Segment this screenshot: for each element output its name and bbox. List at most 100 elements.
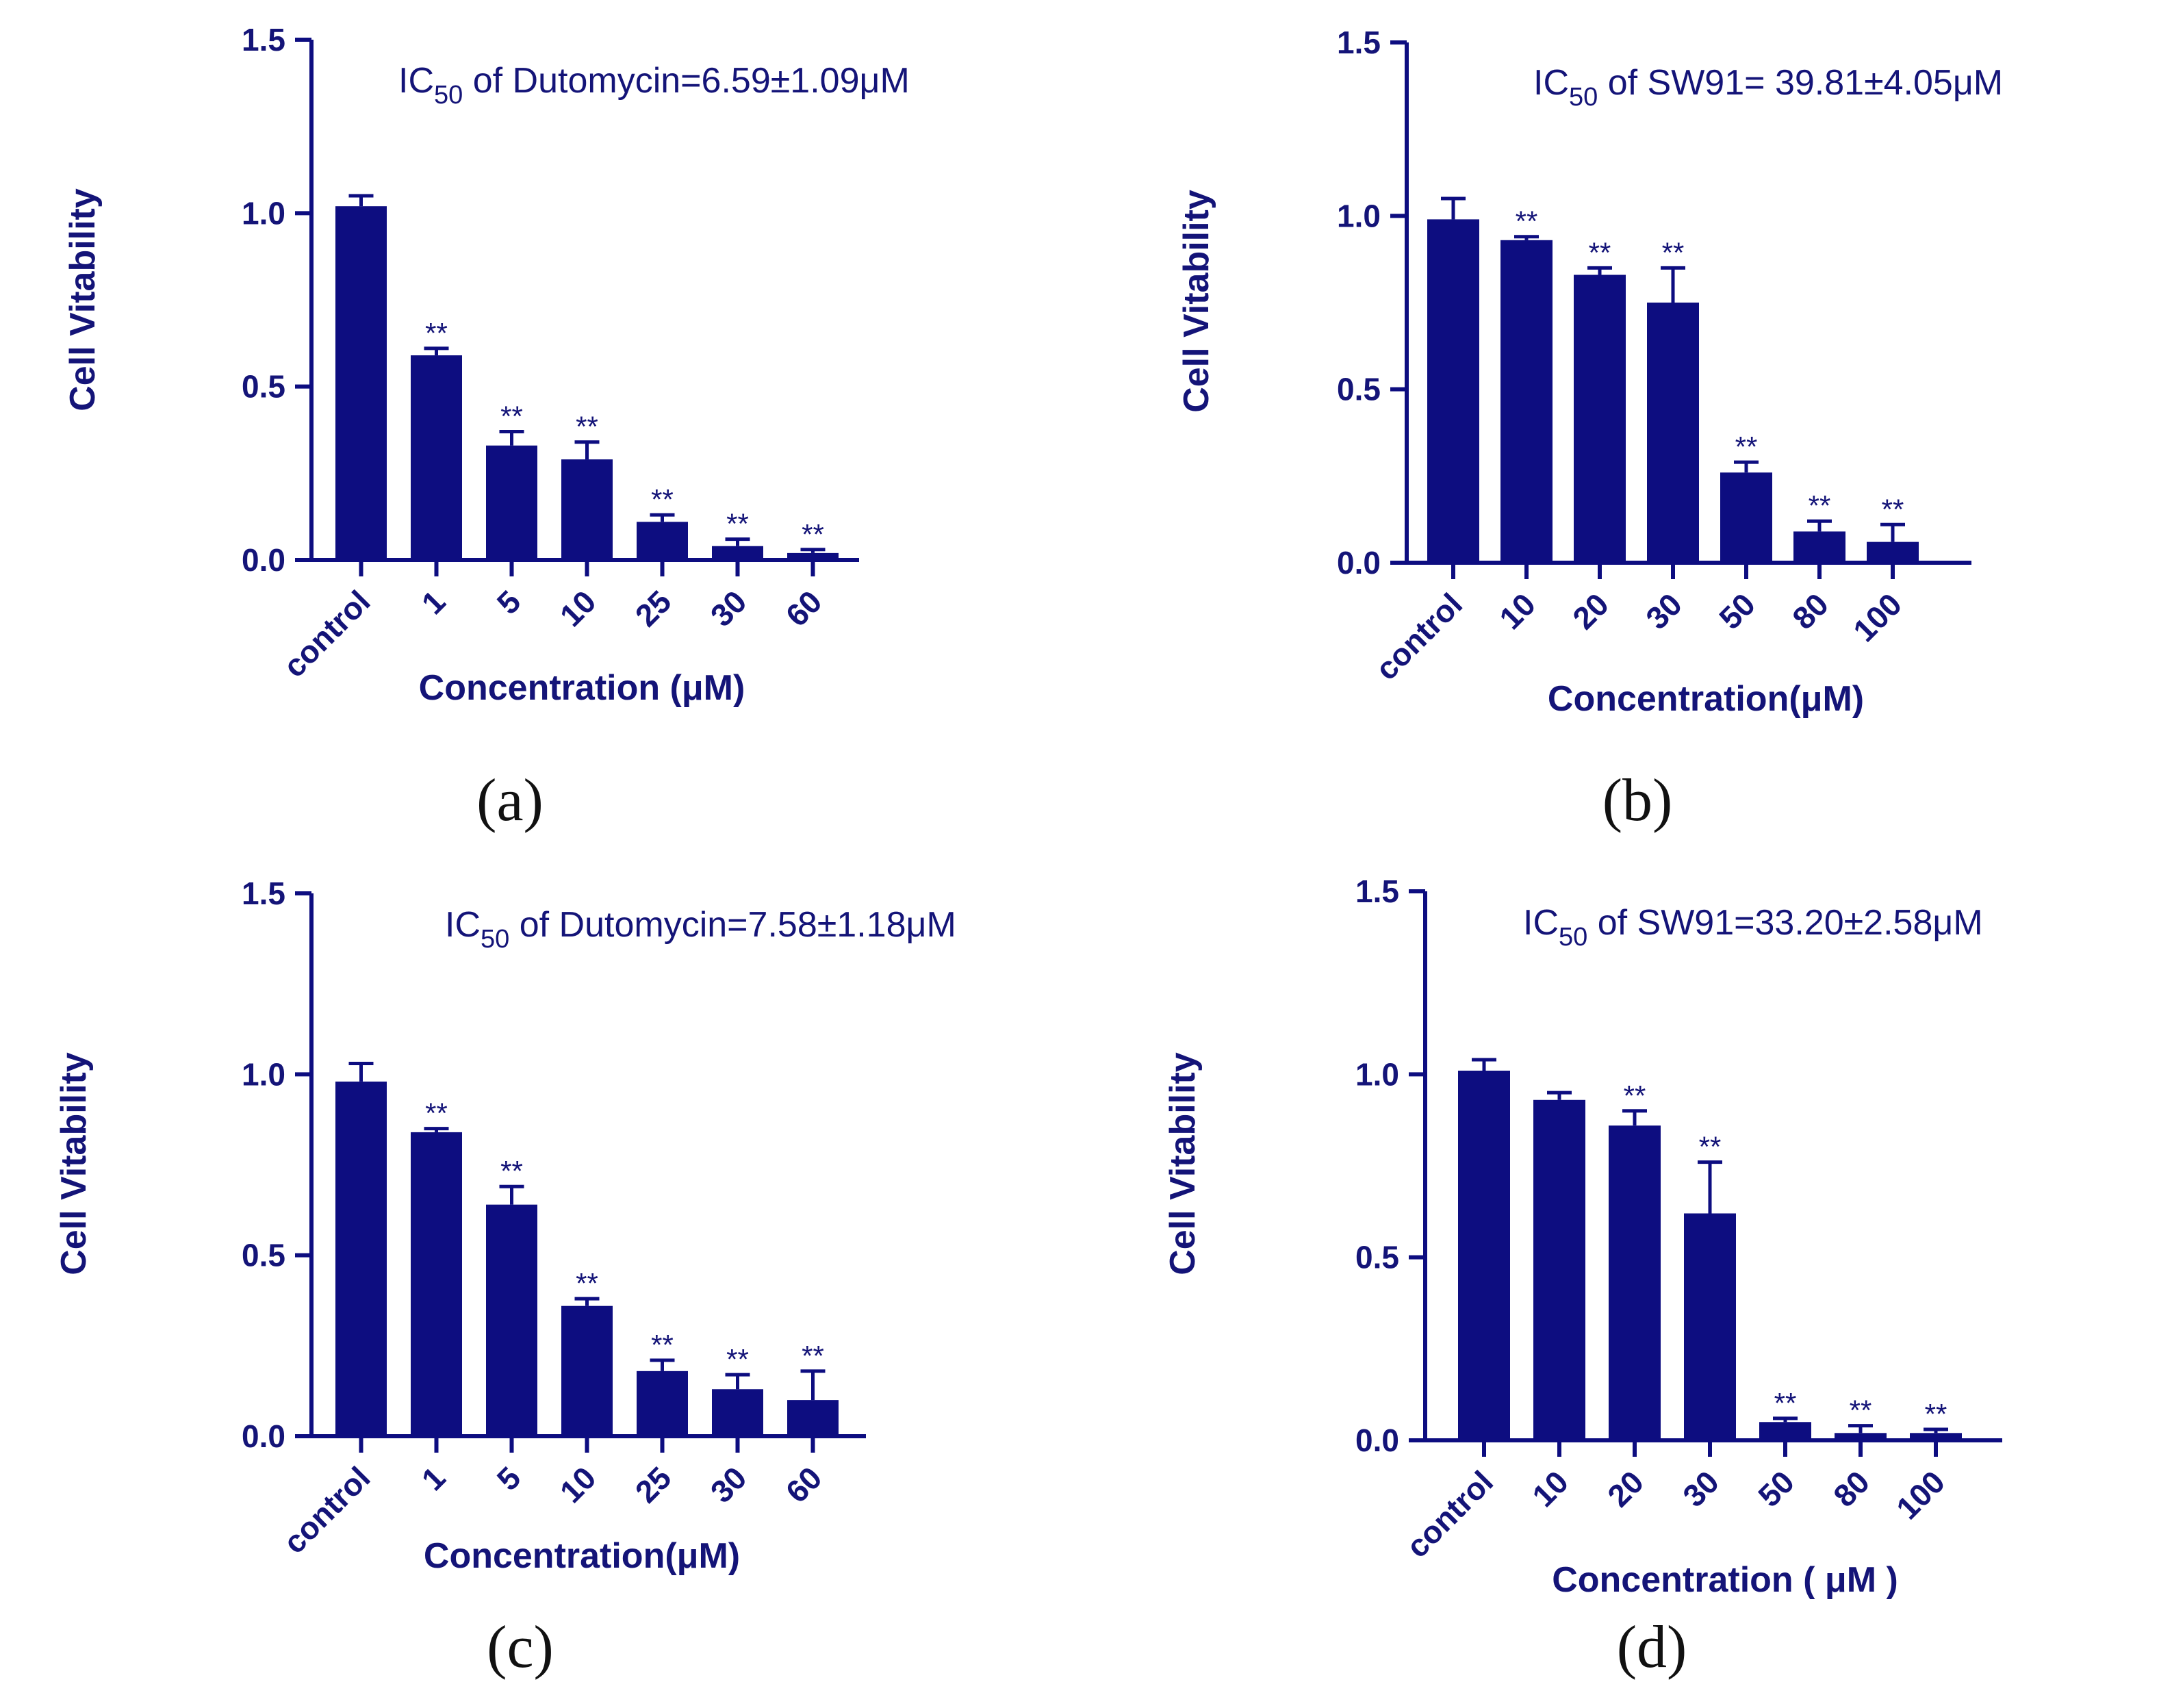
y-axis-title: Cell Vitability	[1163, 1052, 1203, 1275]
significance-marker: **	[1735, 431, 1758, 463]
bar-30	[712, 1389, 763, 1436]
x-tick-label: 1	[415, 1460, 452, 1497]
bar-25	[637, 1371, 688, 1436]
x-tick-label: 60	[779, 1460, 829, 1509]
significance-marker: **	[425, 1097, 448, 1130]
significance-marker: **	[1882, 493, 1904, 525]
significance-marker: **	[500, 400, 523, 433]
ic50-prefix: IC	[1523, 903, 1559, 943]
significance-marker: **	[576, 411, 598, 443]
significance-marker: **	[1850, 1394, 1872, 1427]
x-tick-label: control	[1368, 586, 1469, 687]
bar-80	[1793, 531, 1845, 563]
bar-100	[1867, 541, 1919, 563]
x-tick-label: 30	[704, 583, 754, 633]
significance-marker: **	[1925, 1398, 1947, 1430]
x-tick-label: 1	[415, 583, 452, 621]
bar-50	[1759, 1422, 1811, 1440]
panel-label: (b)	[1602, 767, 1673, 834]
x-tick-label: 30	[1639, 586, 1689, 636]
bar-1	[411, 1132, 462, 1436]
significance-marker: **	[576, 1267, 598, 1299]
x-tick-label: control	[1399, 1464, 1500, 1564]
significance-marker: **	[1516, 205, 1538, 238]
x-axis-title: Concentration(μM)	[424, 1536, 740, 1576]
bar-20	[1574, 275, 1626, 563]
bar-30	[712, 546, 763, 560]
bar-50	[1720, 472, 1772, 563]
x-axis-title: Concentration(μM)	[1548, 679, 1864, 719]
y-tick-label: 0.5	[242, 369, 285, 405]
x-tick-label: 5	[490, 583, 528, 621]
ic50-annotation: IC50 of Dutomycin=6.59±1.09μM	[398, 61, 910, 110]
bar-5	[486, 1204, 537, 1436]
significance-marker: **	[1774, 1387, 1797, 1419]
ic50-annotation: IC50 of SW91=33.20±2.58μM	[1523, 903, 1983, 952]
x-tick-label: 100	[1889, 1464, 1952, 1526]
x-axis-title: Concentration ( μM )	[1552, 1560, 1898, 1600]
bar-80	[1835, 1433, 1887, 1440]
y-tick-label: 1.0	[1337, 198, 1381, 233]
y-tick-label: 0.0	[242, 542, 285, 578]
y-tick-label: 1.0	[1355, 1056, 1399, 1092]
chart-panel-c: 0.0 0.5 1.0 1.5 Cell Vitability control ** 1 ** 5…	[54, 876, 956, 1681]
y-tick-label: 0.5	[1355, 1240, 1399, 1275]
ic50-annotation: IC50 of SW91= 39.81±4.05μM	[1533, 63, 2003, 112]
significance-marker: **	[500, 1155, 523, 1187]
ic50-value: of SW91=33.20±2.58μM	[1587, 903, 1982, 943]
y-axis-title: Cell Vitability	[1177, 190, 1216, 413]
x-tick-label: 60	[779, 583, 829, 633]
y-tick-label: 0.5	[1337, 372, 1381, 407]
bar-control	[335, 206, 387, 560]
x-tick-label: control	[277, 1460, 377, 1560]
y-tick-label: 1.5	[242, 22, 285, 58]
bar-60	[787, 1400, 839, 1436]
bar-control	[1458, 1070, 1510, 1440]
ic50-prefix: IC	[445, 905, 481, 945]
x-tick-label: 80	[1785, 586, 1835, 636]
y-tick-label: 1.0	[242, 1056, 285, 1092]
significance-marker: **	[651, 483, 674, 515]
ic50-prefix: IC	[398, 61, 434, 101]
x-tick-label: 5	[490, 1460, 528, 1497]
chart-panel-b: 0.0 0.5 1.0 1.5 Cell Vitability control ** 10 **…	[1177, 25, 2003, 834]
significance-marker: **	[1589, 236, 1611, 268]
x-tick-label: 25	[628, 1460, 678, 1509]
bar-20	[1609, 1125, 1661, 1440]
x-tick-label: control	[277, 583, 377, 684]
panel-label: (a)	[476, 767, 544, 834]
bar-10	[1533, 1099, 1585, 1440]
bar-10	[561, 459, 613, 560]
ic50-subscript: 50	[481, 925, 509, 954]
x-axis-title: Concentration (μM)	[419, 668, 745, 708]
bar-10	[1500, 240, 1553, 563]
bar-60	[787, 552, 839, 560]
bar-5	[486, 445, 537, 560]
chart-panel-d: 0.0 0.5 1.0 1.5 Cell Vitability control 10 ** 20…	[1163, 874, 2002, 1681]
significance-marker: **	[1662, 236, 1685, 268]
y-tick-label: 0.0	[242, 1418, 285, 1454]
bar-control	[1427, 219, 1479, 563]
x-tick-label: 30	[1676, 1464, 1726, 1514]
ic50-subscript: 50	[434, 81, 463, 110]
significance-marker: **	[1809, 489, 1831, 522]
significance-marker: **	[1699, 1131, 1722, 1163]
x-tick-label: 50	[1751, 1464, 1801, 1514]
panel-label: (d)	[1617, 1614, 1687, 1681]
y-tick-label: 1.5	[1355, 874, 1399, 909]
y-tick-label: 0.5	[242, 1238, 285, 1273]
ic50-annotation: IC50 of Dutomycin=7.58±1.18μM	[445, 905, 956, 954]
significance-marker: **	[802, 1340, 824, 1372]
y-tick-label: 0.0	[1355, 1423, 1399, 1458]
bar-25	[637, 522, 688, 560]
y-tick-label: 1.5	[242, 876, 285, 911]
bar-30	[1684, 1213, 1736, 1440]
ic50-subscript: 50	[1569, 83, 1598, 112]
bar-30	[1647, 303, 1699, 563]
x-tick-label: 10	[1525, 1464, 1575, 1514]
x-tick-label: 10	[1492, 586, 1542, 636]
bar-control	[335, 1081, 387, 1436]
ic50-prefix: IC	[1533, 63, 1569, 103]
x-tick-label: 25	[628, 583, 678, 633]
